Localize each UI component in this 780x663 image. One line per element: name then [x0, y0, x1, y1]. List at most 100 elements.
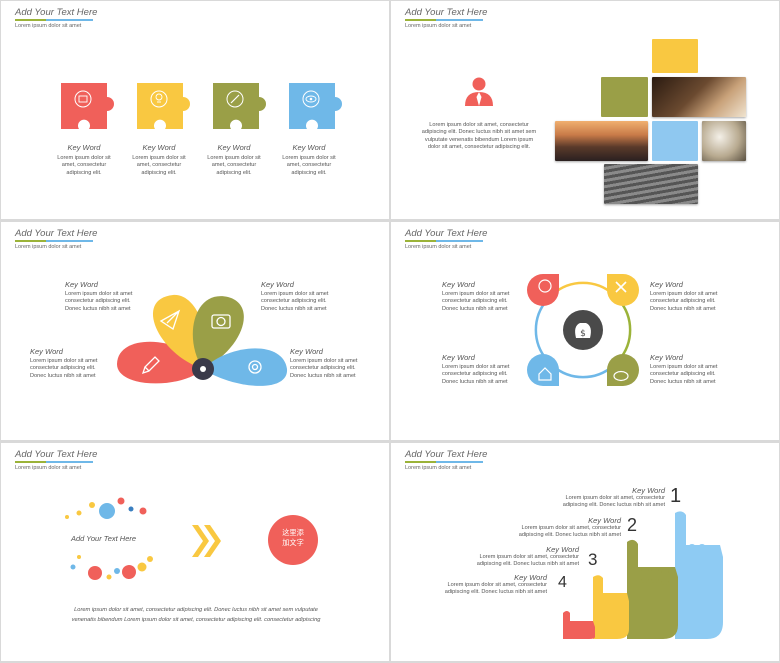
petal-olive — [192, 296, 244, 369]
gear-icon — [248, 360, 262, 374]
keyword-title: Key Word — [632, 486, 665, 495]
chevron-right-icon — [192, 525, 221, 557]
hand-yellow — [593, 575, 629, 639]
puzzle-piece-red — [61, 83, 114, 129]
keyword-block: Key Word Lorem ipsum dolor sit amet, con… — [413, 573, 547, 597]
title-underline — [405, 240, 483, 242]
keyword-text: Lorem ipsum dolor sit amet, consectetur … — [444, 582, 547, 596]
keyword-text: Lorem ipsum dolor sit amet consectetur a… — [290, 358, 358, 379]
keyword-title: Key Word — [514, 573, 547, 582]
circle-text: 这里添 加文字 — [282, 528, 304, 547]
puzzle-piece-blue — [289, 83, 342, 129]
dot-ring — [65, 497, 153, 580]
keyword-block: Key Word Lorem ipsum dolor sit amet cons… — [30, 347, 140, 380]
keyword-text: Lorem ipsum dolor sit amet consectetur a… — [650, 291, 718, 312]
petal-yellow — [152, 294, 207, 369]
chart-icon — [538, 279, 552, 293]
keyword-text: Lorem ipsum dolor sit amet consectetur a… — [442, 291, 510, 312]
keyword-block: Key Word Lorem ipsum dolor sit amet cons… — [290, 347, 385, 380]
slide-4[interactable]: Add Your Text Here Lorem ipsum dolor sit… — [391, 222, 779, 440]
keyword-block: Key Word Lorem ipsum dolor sit amet cons… — [650, 353, 745, 386]
keyword-block: Key Word Lorem ipsum dolor sit amet, con… — [487, 516, 621, 540]
slide-subtitle: Lorem ipsum dolor sit amet — [405, 244, 472, 250]
title-underline — [15, 240, 93, 242]
keyboard-photo — [604, 164, 698, 204]
tile-blue — [652, 121, 698, 161]
keyword-text: Lorem ipsum dolor sit amet consectetur a… — [650, 364, 718, 385]
keyword-text: Lorem ipsum dolor sit amet consectetur a… — [30, 358, 98, 379]
keyword-title: Key Word — [290, 347, 323, 356]
slide-subtitle: Lorem ipsum dolor sit amet — [405, 465, 472, 471]
slide-title: Add Your Text Here — [405, 7, 488, 18]
railway-photo — [555, 121, 648, 161]
keyword-title: Key Word — [588, 516, 621, 525]
slide-6[interactable]: Add Your Text Here Lorem ipsum dolor sit… — [391, 443, 779, 661]
keyword-title: Key Word — [442, 353, 475, 362]
keyword-text: Lorem ipsum dolor sit amet, consectetur … — [518, 525, 621, 539]
slide-subtitle: Lorem ipsum dolor sit amet — [15, 244, 82, 250]
title-underline — [405, 19, 483, 21]
rank-number: 1 — [670, 485, 682, 507]
pencil-icon — [230, 91, 246, 107]
eye-icon — [306, 91, 322, 107]
tile-yellow — [652, 39, 698, 73]
keyword-text: Lorem ipsum dolor sit amet, consectetur … — [562, 495, 665, 509]
hand-olive — [627, 539, 678, 639]
tile-olive — [601, 77, 648, 117]
keyword-title: Key Word — [217, 143, 251, 152]
title-underline — [15, 19, 93, 21]
title-underline — [15, 461, 93, 463]
body-text: Lorem ipsum dolor sit amet, consectetur … — [421, 122, 537, 151]
hands-bar-graphic — [563, 511, 723, 639]
fan-diagram — [117, 294, 288, 386]
coffee-beans-photo — [702, 121, 746, 161]
node-olive — [607, 354, 639, 386]
hand-blue — [675, 511, 723, 639]
keyword-title: Key Word — [261, 280, 294, 289]
slide-title: Add Your Text Here — [405, 228, 488, 239]
slide-title: Add Your Text Here — [405, 449, 488, 460]
paper-plane-icon — [159, 309, 181, 331]
keyword-title: Key Word — [67, 143, 101, 152]
pencil-icon — [141, 356, 160, 375]
keyword-text: Lorem ipsum dolor sit amet consectetur a… — [65, 291, 133, 312]
keyword-block: Key Word Lorem ipsum dolor sit amet, con… — [203, 143, 265, 177]
svg-text:$: $ — [580, 329, 586, 339]
slide-1[interactable]: Add Your Text Here Lorem ipsum dolor sit… — [1, 1, 389, 219]
keyword-block: Key Word Lorem ipsum dolor sit amet, con… — [445, 545, 579, 569]
puzzle-row — [61, 83, 342, 129]
slide-subtitle: Lorem ipsum dolor sit amet — [15, 465, 82, 471]
keyword-text: Lorem ipsum dolor sit amet, consectetur … — [207, 155, 261, 176]
keyword-text: Lorem ipsum dolor sit amet, consectetur … — [132, 155, 186, 176]
keyword-block: Key Word Lorem ipsum dolor sit amet cons… — [442, 280, 537, 313]
person-icon — [465, 77, 493, 106]
slide-title: Add Your Text Here — [15, 449, 98, 460]
keyword-text: Lorem ipsum dolor sit amet, consectetur … — [282, 155, 336, 176]
lightbulb-icon — [154, 91, 170, 107]
keyword-block: Key Word Lorem ipsum dolor sit amet, con… — [53, 143, 115, 177]
petal-blue — [203, 348, 288, 386]
rank-number: 2 — [627, 515, 638, 535]
slide-title: Add Your Text Here — [15, 228, 98, 239]
keyword-block: Key Word Lorem ipsum dolor sit amet cons… — [65, 280, 175, 313]
keyword-title: Key Word — [650, 280, 683, 289]
slide-title: Add Your Text Here — [15, 7, 98, 18]
center-text: Add Your Text Here — [71, 534, 137, 543]
slide-3[interactable]: Add Your Text Here Lorem ipsum dolor sit… — [1, 222, 389, 440]
keyword-text: Lorem ipsum dolor sit amet, consectetur … — [57, 155, 111, 176]
puzzle-piece-olive — [213, 83, 266, 129]
keyword-text: Lorem ipsum dolor sit amet, consectetur … — [476, 554, 579, 568]
coffee-photo — [652, 77, 746, 117]
keyword-title: Key Word — [442, 280, 475, 289]
slide-2[interactable]: Add Your Text Here Lorem ipsum dolor sit… — [391, 1, 779, 219]
tools-icon — [615, 281, 627, 293]
keyword-text: Lorem ipsum dolor sit amet consectetur a… — [261, 291, 329, 312]
keyword-block: Key Word Lorem ipsum dolor sit amet, con… — [278, 143, 340, 177]
keyword-title: Key Word — [142, 143, 176, 152]
slide-5[interactable]: Add Your Text Here Lorem ipsum dolor sit… — [1, 443, 389, 661]
keyword-block: Key Word Lorem ipsum dolor sit amet cons… — [442, 353, 537, 386]
keyword-title: Key Word — [292, 143, 326, 152]
keyword-block: Key Word Lorem ipsum dolor sit amet cons… — [261, 280, 371, 313]
footer-text: Lorem ipsum dolor sit amet, consectetur … — [71, 607, 321, 623]
puzzle-piece-yellow — [137, 83, 190, 129]
